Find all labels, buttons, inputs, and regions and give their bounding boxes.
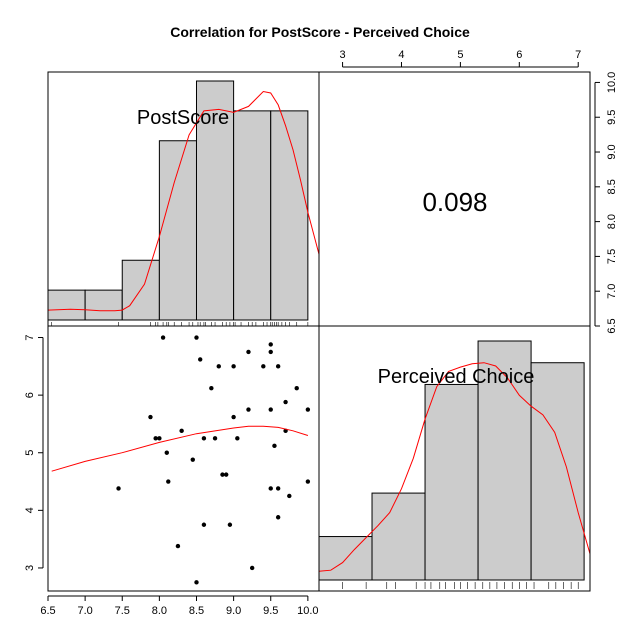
scatter-point xyxy=(166,479,171,484)
scatter-point xyxy=(231,364,236,369)
scatter-point xyxy=(201,436,207,441)
scatter-point xyxy=(220,472,225,477)
scatter-point xyxy=(272,443,277,449)
scatter-point xyxy=(275,486,281,491)
histogram-bar xyxy=(233,110,272,321)
scatter-point xyxy=(249,565,255,571)
tick-label: 6 xyxy=(24,392,36,398)
scatter-point xyxy=(227,522,233,527)
scatter-point xyxy=(223,472,229,477)
histogram-bar xyxy=(195,80,235,321)
histogram-bar xyxy=(47,289,86,321)
scatter-point xyxy=(201,522,207,527)
tick-label: 8.0 xyxy=(152,605,167,617)
tick-label: 3 xyxy=(24,565,36,571)
chart-title: Correlation for PostScore - Perceived Ch… xyxy=(170,24,470,40)
histogram-bar xyxy=(530,362,585,581)
scatter-point xyxy=(216,364,221,369)
perceived-choice-density-curve xyxy=(318,362,591,572)
perceived-choice-histogram-bars xyxy=(318,340,585,581)
scatter-point xyxy=(157,436,162,441)
scatter-point xyxy=(305,407,311,412)
tick-label: 10.0 xyxy=(297,605,318,617)
scatter-point xyxy=(194,580,199,585)
tick-label: 8.0 xyxy=(606,214,618,229)
tick-label: 4 xyxy=(24,507,36,513)
axis-right-postscore: 6.5 7.0 7.5 8.0 8.5 9.0 9.5 10.0 xyxy=(594,72,618,334)
scatter-point xyxy=(268,486,273,491)
scatter-point xyxy=(268,349,273,355)
tick-label: 9.5 xyxy=(606,110,618,125)
scatter-points xyxy=(116,335,311,585)
scatter-smooth-line xyxy=(51,425,309,472)
tick-label: 7.5 xyxy=(115,605,130,617)
histogram-bar xyxy=(371,492,426,581)
tick-label: 8.5 xyxy=(606,179,618,194)
tick-label: 10.0 xyxy=(606,72,618,93)
tick-label: 7.0 xyxy=(77,605,92,617)
panel-scatterplot xyxy=(48,326,319,591)
tick-label: 3 xyxy=(340,49,346,61)
correlation-value: 0.098 xyxy=(422,187,487,217)
tick-label: 7.5 xyxy=(606,249,618,264)
scatter-point xyxy=(148,414,153,420)
diagonal-label-perceived-choice: Perceived Choice xyxy=(378,366,535,388)
scatter-point xyxy=(209,386,214,391)
postscore-density-curve xyxy=(47,90,320,312)
tick-label: 5 xyxy=(457,49,463,61)
tick-label: 7 xyxy=(575,49,581,61)
scatter-point xyxy=(275,515,281,520)
tick-label: 6.5 xyxy=(40,605,55,617)
tick-label: 9.0 xyxy=(606,144,618,159)
scatter-point xyxy=(175,543,181,549)
histogram-bar xyxy=(270,110,309,321)
scatter-point xyxy=(305,479,311,484)
tick-label: 7.0 xyxy=(606,284,618,299)
axis-bottom-postscore: 6.5 7.0 7.5 8.0 8.5 9.0 9.5 10.0 xyxy=(40,595,319,617)
scatter-point xyxy=(235,436,240,441)
scatter-point xyxy=(164,450,169,455)
scatter-point xyxy=(153,436,158,441)
panel-correlation: 0.098 xyxy=(319,72,590,326)
tick-label: 9.5 xyxy=(263,605,278,617)
panel-postscore-histogram: PostScore xyxy=(47,72,320,328)
axis-top-perceived-choice: 3 4 5 6 7 xyxy=(340,49,581,68)
scatter-point xyxy=(179,428,184,434)
scatter-point xyxy=(246,407,251,412)
scatter-point xyxy=(268,342,273,347)
scatter-point xyxy=(160,335,166,340)
histogram-bar xyxy=(84,289,123,321)
tick-label: 4 xyxy=(398,49,404,61)
histogram-bar xyxy=(158,140,197,321)
tick-label: 5 xyxy=(24,450,36,456)
tick-label: 8.5 xyxy=(189,605,204,617)
scatter-point xyxy=(198,357,203,362)
diagonal-label-postscore: PostScore xyxy=(137,107,229,129)
tick-label: 7 xyxy=(24,334,36,340)
scatter-point xyxy=(231,414,236,420)
postscore-histogram-bars xyxy=(47,80,309,321)
scatter-point xyxy=(246,349,251,355)
scatter-point xyxy=(283,399,288,405)
scatter-point xyxy=(294,386,299,391)
axis-left-perceived-choice: 3 4 5 6 7 xyxy=(24,334,44,571)
scatter-point xyxy=(190,457,195,462)
tick-label: 6.5 xyxy=(606,318,618,333)
tick-label: 9.0 xyxy=(226,605,241,617)
histogram-bar xyxy=(318,536,373,581)
scatter-point xyxy=(268,407,273,412)
perceived-choice-rug xyxy=(342,582,579,589)
histogram-bar xyxy=(477,340,532,581)
scatter-point xyxy=(287,493,292,499)
scatter-point xyxy=(261,364,266,369)
frame-bottom-right xyxy=(318,325,591,592)
scatter-point xyxy=(116,486,121,491)
panel-perceived-choice-histogram: Perceived Choice xyxy=(318,326,591,591)
scatter-point xyxy=(194,335,199,340)
scatter-point xyxy=(275,364,281,369)
tick-label: 6 xyxy=(516,49,522,61)
scatter-point xyxy=(212,436,218,441)
histogram-bar xyxy=(424,383,479,581)
